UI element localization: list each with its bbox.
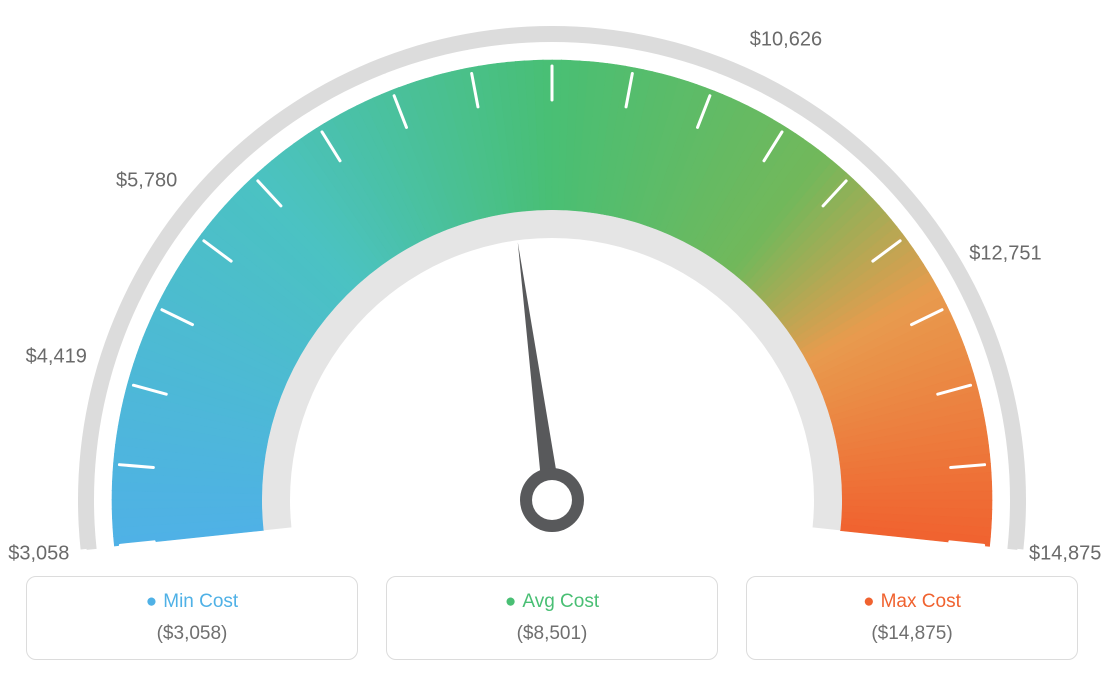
legend-title-min: ● Min Cost: [37, 591, 347, 613]
legend-title-max: ● Max Cost: [757, 591, 1067, 613]
gauge-stage: $3,058$4,419$5,780$8,501$10,626$12,751$1…: [0, 0, 1104, 560]
gauge-chart-container: $3,058$4,419$5,780$8,501$10,626$12,751$1…: [0, 0, 1104, 690]
gauge-tick-label: $14,875: [1029, 542, 1101, 565]
legend-card-min: ● Min Cost ($3,058): [26, 576, 358, 660]
gauge-tick-label: $5,780: [116, 169, 177, 192]
gauge-tick-label: $12,751: [969, 242, 1041, 265]
legend-label-max: Max Cost: [881, 591, 961, 612]
gauge-tick-label: $4,419: [26, 345, 87, 368]
legend-dot-avg: ●: [505, 591, 516, 612]
legend-label-min: Min Cost: [163, 591, 238, 612]
legend-row: ● Min Cost ($3,058) ● Avg Cost ($8,501) ● M…: [0, 576, 1104, 660]
legend-dot-min: ●: [146, 591, 157, 612]
legend-card-avg: ● Avg Cost ($8,501): [386, 576, 718, 660]
gauge-needle: [518, 242, 584, 532]
legend-value-max: ($14,875): [757, 623, 1067, 645]
legend-dot-max: ●: [863, 591, 874, 612]
legend-card-max: ● Max Cost ($14,875): [746, 576, 1078, 660]
legend-title-avg: ● Avg Cost: [397, 591, 707, 613]
legend-value-min: ($3,058): [37, 623, 347, 645]
gauge-tick-label: $3,058: [8, 542, 69, 565]
legend-value-avg: ($8,501): [397, 623, 707, 645]
gauge-svg: [0, 0, 1104, 560]
gauge-tick-label: $10,626: [750, 29, 822, 52]
legend-label-avg: Avg Cost: [522, 591, 599, 612]
